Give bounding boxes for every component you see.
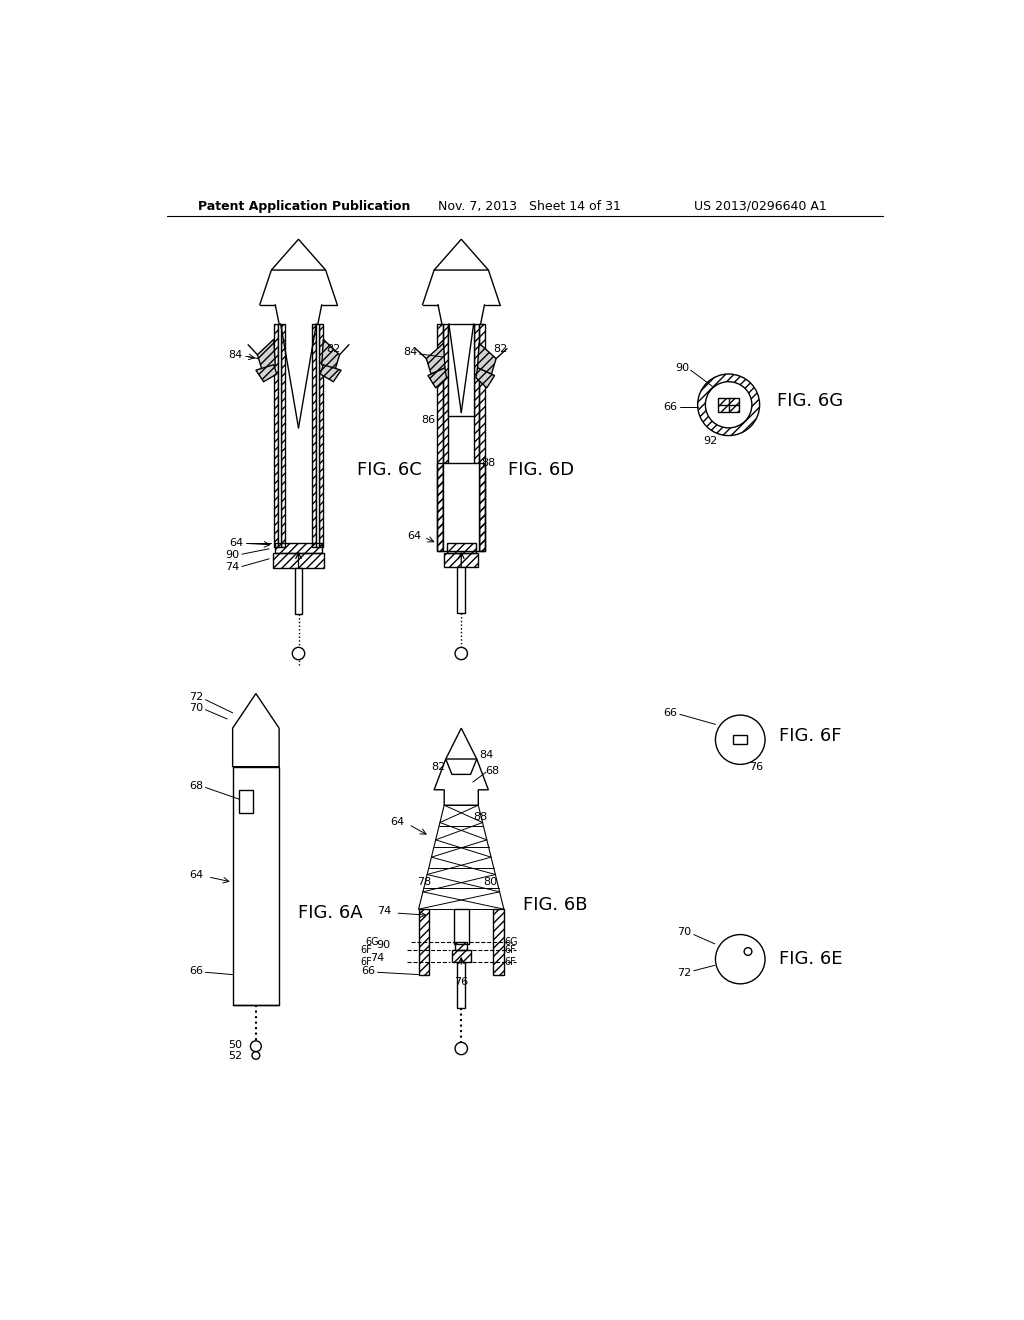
- Text: 82: 82: [493, 345, 507, 354]
- Bar: [275, 544, 322, 553]
- Polygon shape: [428, 368, 446, 388]
- Text: 6F: 6F: [504, 945, 516, 954]
- Text: 52: 52: [228, 1051, 242, 1061]
- Bar: [443, 323, 449, 462]
- Text: 90: 90: [225, 550, 240, 560]
- Bar: [449, 323, 474, 416]
- Text: 66: 66: [664, 403, 678, 412]
- Bar: [239, 789, 253, 813]
- Bar: [455, 942, 467, 950]
- Text: FIG. 6E: FIG. 6E: [779, 950, 843, 968]
- Text: 70: 70: [189, 704, 203, 713]
- Text: FIG. 6C: FIG. 6C: [356, 461, 421, 479]
- Bar: [273, 323, 278, 548]
- Text: 64: 64: [390, 817, 404, 828]
- Bar: [458, 962, 465, 1008]
- Text: US 2013/0296640 A1: US 2013/0296640 A1: [693, 199, 826, 213]
- Bar: [479, 462, 485, 552]
- Text: 74: 74: [377, 907, 391, 916]
- Text: 66: 66: [361, 966, 375, 975]
- Bar: [232, 767, 280, 1006]
- Polygon shape: [257, 339, 275, 370]
- Text: 64: 64: [189, 870, 203, 879]
- Bar: [458, 566, 465, 612]
- Text: 66: 66: [189, 966, 203, 975]
- Bar: [312, 323, 316, 548]
- Text: 82: 82: [431, 762, 445, 772]
- Text: 70: 70: [678, 927, 691, 937]
- Text: 90: 90: [675, 363, 689, 372]
- Bar: [446, 544, 476, 553]
- Text: 72: 72: [189, 693, 204, 702]
- Bar: [444, 553, 478, 566]
- Text: 6F: 6F: [360, 945, 373, 954]
- Bar: [452, 950, 471, 962]
- Text: 80: 80: [483, 878, 498, 887]
- Text: 64: 64: [408, 531, 422, 541]
- Text: Patent Application Publication: Patent Application Publication: [198, 199, 411, 213]
- Polygon shape: [476, 368, 495, 388]
- Text: 6G: 6G: [366, 937, 379, 948]
- Bar: [479, 323, 485, 552]
- Circle shape: [706, 381, 752, 428]
- Text: FIG. 6G: FIG. 6G: [777, 392, 844, 411]
- Bar: [278, 323, 281, 548]
- Bar: [443, 462, 479, 552]
- Bar: [493, 909, 504, 974]
- Text: 76: 76: [749, 762, 763, 772]
- Text: 50: 50: [228, 1040, 242, 1051]
- Text: 68: 68: [485, 766, 500, 776]
- Polygon shape: [426, 343, 445, 374]
- Bar: [273, 553, 324, 568]
- Polygon shape: [322, 339, 340, 370]
- Text: 74: 74: [225, 561, 240, 572]
- Text: 84: 84: [479, 750, 494, 760]
- Polygon shape: [477, 343, 496, 374]
- Text: 6F: 6F: [360, 957, 373, 968]
- Bar: [454, 909, 469, 944]
- Text: 88: 88: [481, 458, 496, 467]
- Text: 88: 88: [473, 812, 487, 822]
- Text: 84: 84: [227, 350, 242, 360]
- Text: 68: 68: [189, 781, 203, 791]
- Text: 78: 78: [417, 878, 431, 887]
- Text: FIG. 6F: FIG. 6F: [779, 727, 842, 744]
- Text: 90: 90: [377, 940, 391, 950]
- Bar: [733, 735, 748, 744]
- Text: FIG. 6D: FIG. 6D: [508, 461, 573, 479]
- Bar: [295, 568, 302, 614]
- Bar: [718, 397, 739, 412]
- Bar: [437, 462, 443, 552]
- Text: Nov. 7, 2013   Sheet 14 of 31: Nov. 7, 2013 Sheet 14 of 31: [438, 199, 621, 213]
- Text: 66: 66: [664, 708, 678, 718]
- Text: 92: 92: [703, 436, 718, 446]
- Bar: [281, 323, 285, 548]
- Circle shape: [716, 935, 765, 983]
- Bar: [474, 323, 479, 462]
- Bar: [316, 323, 319, 548]
- Text: 74: 74: [371, 953, 385, 962]
- Text: 86: 86: [421, 416, 435, 425]
- Text: 64: 64: [229, 539, 244, 548]
- Polygon shape: [256, 364, 276, 381]
- Text: 82: 82: [327, 345, 341, 354]
- Bar: [437, 323, 443, 552]
- Text: FIG. 6B: FIG. 6B: [523, 896, 588, 915]
- Text: 72: 72: [677, 968, 691, 978]
- Circle shape: [716, 715, 765, 764]
- Text: 6G: 6G: [505, 937, 518, 948]
- Text: 76: 76: [455, 977, 468, 987]
- Text: 84: 84: [403, 347, 418, 358]
- Bar: [419, 909, 429, 974]
- Text: FIG. 6A: FIG. 6A: [299, 904, 364, 921]
- Polygon shape: [321, 364, 341, 381]
- Bar: [319, 323, 324, 548]
- Text: 6F: 6F: [504, 957, 516, 968]
